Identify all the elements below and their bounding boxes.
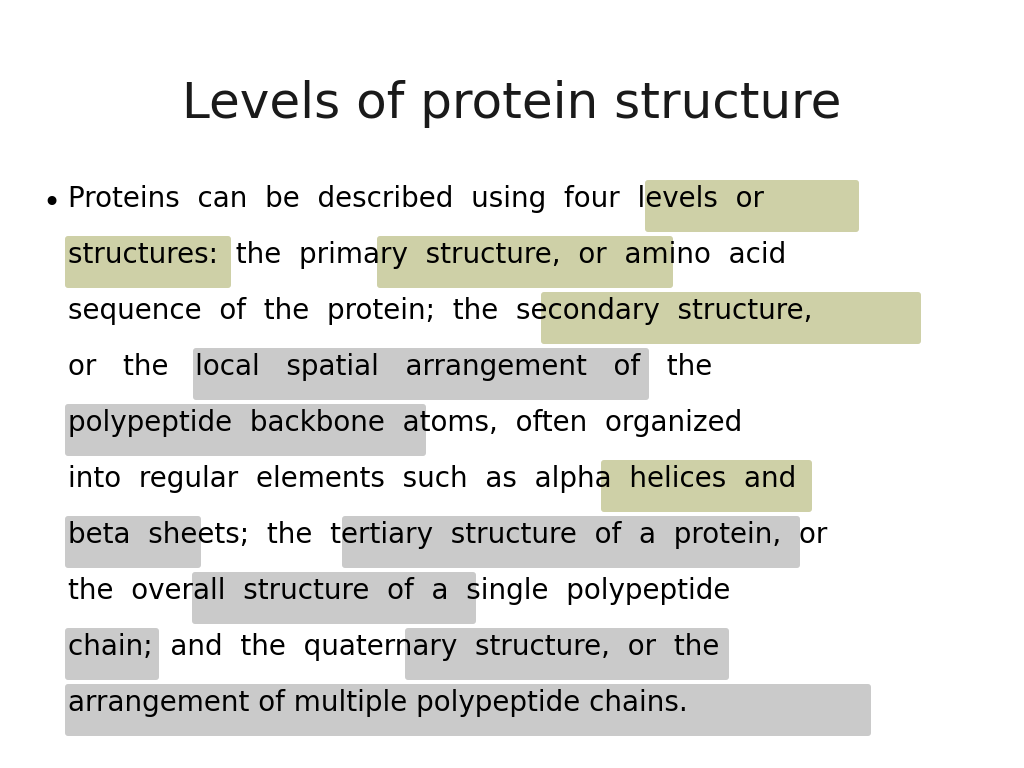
Text: into  regular  elements  such  as  alpha  helices  and: into regular elements such as alpha heli… [68,465,797,493]
FancyBboxPatch shape [193,348,649,400]
FancyBboxPatch shape [406,628,729,680]
Text: chain;  and  the  quaternary  structure,  or  the: chain; and the quaternary structure, or … [68,633,720,661]
Text: the  overall  structure  of  a  single  polypeptide: the overall structure of a single polype… [68,577,730,605]
FancyBboxPatch shape [342,516,800,568]
Text: or   the   local   spatial   arrangement   of   the: or the local spatial arrangement of the [68,353,713,381]
Text: beta  sheets;  the  tertiary  structure  of  a  protein,  or: beta sheets; the tertiary structure of a… [68,521,827,549]
Text: Levels of protein structure: Levels of protein structure [182,80,842,128]
Text: Proteins  can  be  described  using  four  levels  or: Proteins can be described using four lev… [68,185,764,213]
FancyBboxPatch shape [65,236,231,288]
FancyBboxPatch shape [601,460,812,512]
FancyBboxPatch shape [645,180,859,232]
Text: sequence  of  the  protein;  the  secondary  structure,: sequence of the protein; the secondary s… [68,297,812,325]
FancyBboxPatch shape [65,516,201,568]
FancyBboxPatch shape [65,684,871,736]
Text: polypeptide  backbone  atoms,  often  organized: polypeptide backbone atoms, often organi… [68,409,742,437]
FancyBboxPatch shape [377,236,673,288]
FancyBboxPatch shape [65,404,426,456]
Text: arrangement of multiple polypeptide chains.: arrangement of multiple polypeptide chai… [68,689,688,717]
Text: structures:  the  primary  structure,  or  amino  acid: structures: the primary structure, or am… [68,241,786,269]
FancyBboxPatch shape [541,292,921,344]
FancyBboxPatch shape [193,572,476,624]
Text: •: • [42,189,60,218]
FancyBboxPatch shape [65,628,159,680]
